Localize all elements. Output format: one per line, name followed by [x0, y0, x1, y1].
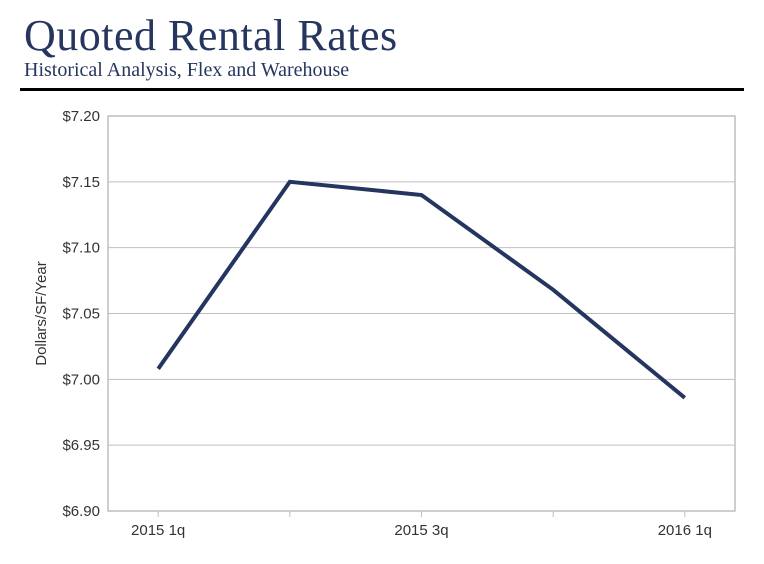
header-rule [20, 88, 744, 91]
y-tick-label: $7.05 [62, 306, 100, 323]
page-subtitle: Historical Analysis, Flex and Warehouse [24, 59, 744, 82]
chart-svg: $6.90 $6.95 $7.00 $7.05 $7.10 $7.15 $7.20 2015 … [20, 111, 744, 551]
rental-rate-chart: $6.90 $6.95 $7.00 $7.05 $7.10 $7.15 $7.20 2015 … [20, 111, 744, 551]
y-tick-label: $7.00 [62, 371, 100, 388]
y-tick-label: $7.10 [62, 240, 100, 257]
y-axis-label: Dollars/SF/Year [33, 261, 50, 366]
x-tick-label: 2015 3q [394, 522, 448, 539]
y-tick-label: $7.20 [62, 111, 100, 125]
x-tick-label: 2016 1q [658, 522, 712, 539]
data-series-line [158, 182, 685, 398]
y-tick-label: $6.95 [62, 437, 100, 454]
page-title: Quoted Rental Rates [24, 10, 744, 61]
y-tick-label: $6.90 [62, 503, 100, 520]
x-tick-label: 2015 1q [131, 522, 185, 539]
y-tick-label: $7.15 [62, 174, 100, 191]
